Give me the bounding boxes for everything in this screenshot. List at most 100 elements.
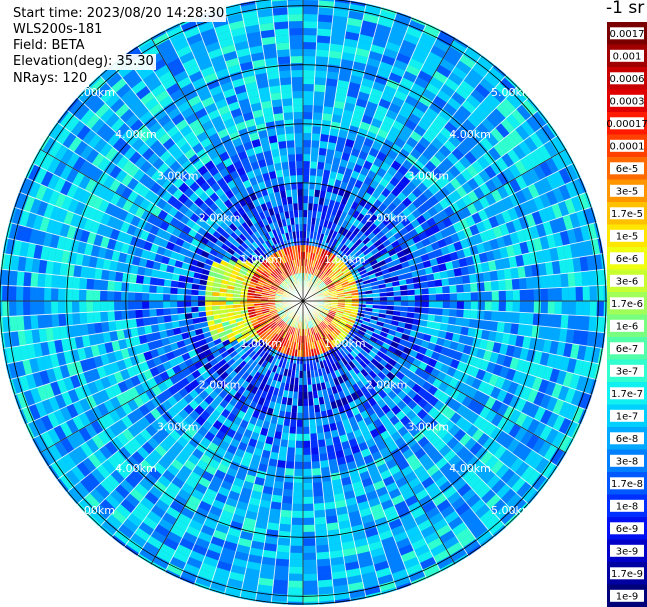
ppi-bin xyxy=(390,431,402,442)
ppi-bin xyxy=(504,133,519,149)
ppi-bin xyxy=(415,170,427,183)
ppi-bin xyxy=(549,137,564,154)
ppi-bin xyxy=(9,285,17,301)
ppi-bin xyxy=(533,288,541,301)
ppi-bin xyxy=(257,357,265,366)
ppi-bin xyxy=(147,340,157,351)
ppi-bin xyxy=(329,465,340,474)
ppi-bin xyxy=(393,14,411,27)
ppi-bin xyxy=(238,494,251,504)
ppi-bin xyxy=(363,228,373,237)
ppi-bin xyxy=(262,485,274,495)
ppi-bin xyxy=(406,312,415,319)
ppi-bin xyxy=(3,331,13,349)
ppi-bin xyxy=(485,409,497,423)
ppi-bin xyxy=(549,368,560,384)
ppi-bin xyxy=(390,143,403,155)
ppi-bin xyxy=(347,343,355,351)
ppi-bin xyxy=(254,325,262,332)
ppi-bin xyxy=(111,534,127,547)
ppi-bin xyxy=(573,226,584,243)
ppi-bin xyxy=(272,281,280,287)
ppi-bin xyxy=(536,223,547,238)
ppi-bin xyxy=(148,467,162,481)
ppi-bin xyxy=(51,301,59,315)
ppi-bin xyxy=(236,275,245,282)
ppi-bin xyxy=(134,344,144,356)
ppi-bin xyxy=(505,113,521,130)
ppi-bin xyxy=(252,333,260,341)
ppi-bin xyxy=(395,370,405,381)
ppi-bin xyxy=(399,311,408,318)
ppi-bin xyxy=(472,199,484,212)
ppi-bin xyxy=(474,446,488,461)
ppi-bin xyxy=(451,441,465,455)
ppi-bin xyxy=(115,464,130,480)
ppi-bin xyxy=(478,419,491,433)
ppi-bin xyxy=(196,459,209,471)
ppi-bin xyxy=(520,386,532,401)
ppi-bin xyxy=(250,540,265,550)
ppi-bin xyxy=(437,238,447,249)
ppi-bin xyxy=(375,23,392,35)
ppi-bin xyxy=(157,270,167,280)
ppi-bin xyxy=(312,334,316,342)
ppi-bin xyxy=(77,347,87,361)
ppi-bin xyxy=(109,396,122,410)
ppi-bin xyxy=(255,591,273,601)
ppi-bin xyxy=(446,152,460,166)
ppi-bin xyxy=(289,545,303,553)
ppi-bin xyxy=(349,254,358,262)
ppi-bin xyxy=(319,453,329,462)
ppi-bin xyxy=(447,491,462,505)
ppi-bin xyxy=(238,255,247,263)
ppi-bin xyxy=(69,486,85,503)
ppi-bin xyxy=(8,223,19,240)
ppi-bin xyxy=(345,24,362,34)
ppi-bin xyxy=(134,383,146,396)
ppi-bin xyxy=(320,284,327,290)
ppi-bin xyxy=(44,287,52,301)
ppi-bin xyxy=(245,383,254,392)
ppi-bin xyxy=(91,152,105,168)
ppi-bin xyxy=(335,311,343,317)
ppi-bin xyxy=(314,84,326,93)
ppi-bin xyxy=(283,315,289,322)
ppi-bin xyxy=(235,500,249,511)
ppi-bin xyxy=(324,227,331,236)
ppi-bin xyxy=(443,449,457,463)
ppi-bin xyxy=(352,323,361,330)
ppi-bin xyxy=(273,316,281,322)
ppi-bin xyxy=(467,264,476,275)
ppi-bin xyxy=(226,346,235,355)
ppi-bin xyxy=(338,367,345,376)
ppi-bin xyxy=(316,551,331,560)
ppi-bin xyxy=(56,457,71,474)
ppi-bin xyxy=(373,266,382,274)
ppi-bin xyxy=(471,127,486,142)
ppi-bin xyxy=(558,184,571,201)
ppi-bin xyxy=(200,562,217,574)
ppi-bin xyxy=(139,547,156,562)
ppi-bin xyxy=(546,412,559,429)
ppi-bin xyxy=(455,392,467,404)
ppi-bin xyxy=(499,77,516,94)
ppi-bin xyxy=(312,489,324,497)
ppi-bin xyxy=(501,332,511,345)
ppi-bin xyxy=(150,396,162,408)
ppi-bin xyxy=(466,132,480,147)
ppi-bin xyxy=(341,265,349,273)
ppi-bin xyxy=(72,156,86,172)
ppi-bin xyxy=(303,412,310,420)
ppi-bin xyxy=(214,567,231,579)
ppi-bin xyxy=(505,220,516,234)
ppi-bin xyxy=(322,276,329,283)
ppi-bin xyxy=(341,373,349,383)
ppi-bin xyxy=(294,447,303,455)
ppi-bin xyxy=(271,283,279,289)
ppi-bin xyxy=(103,399,116,413)
ppi-bin xyxy=(439,186,451,199)
ppi-bin xyxy=(405,153,418,165)
ppi-bin xyxy=(328,286,336,291)
ppi-bin xyxy=(391,375,401,386)
